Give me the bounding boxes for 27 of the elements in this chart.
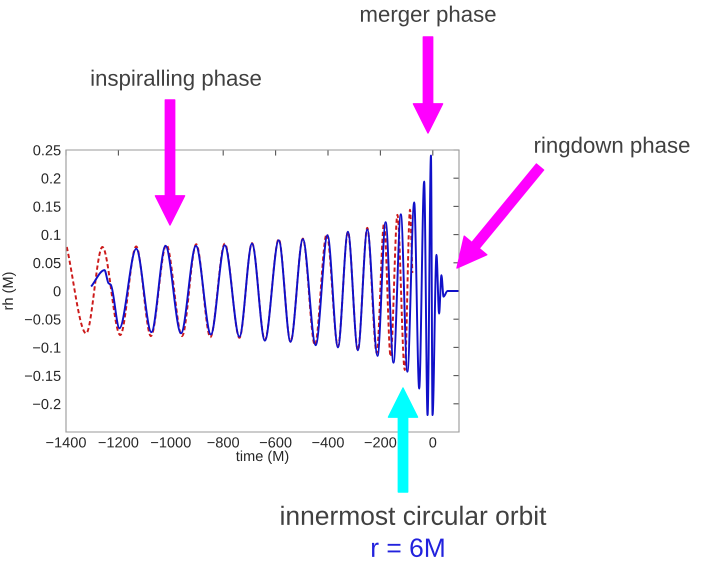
x-tick-label: −1200 [98, 437, 138, 448]
x-tick-label: −1000 [151, 437, 191, 448]
x-tick-label: −800 [207, 437, 240, 448]
y-tick-label: 0.15 [33, 202, 61, 212]
y-tick-label: 0.05 [33, 258, 61, 268]
text: inspiralling phase [92, 70, 261, 90]
line-series [66, 208, 414, 371]
text: innermost circular orbit [281, 506, 546, 526]
x-tick-label: −400 [312, 437, 344, 448]
y-tick-label: 0.25 [33, 145, 61, 156]
text: merger phase [360, 6, 496, 26]
x-tick-label: 0 [429, 437, 436, 448]
x-tick-label: −200 [364, 437, 396, 448]
y-tick-label: −0.1 [33, 342, 60, 353]
x-axis-title: time (M) [236, 450, 288, 464]
y-tick-label: −0.05 [24, 314, 61, 325]
y-axis-title: rh (M) [2, 272, 16, 310]
y-tick-label: −0.2 [33, 398, 60, 410]
x-tick-label: −600 [260, 437, 292, 448]
x-tick-label: −1400 [46, 437, 86, 448]
text: r = 6M [372, 538, 444, 558]
text: ringdown phase [535, 136, 690, 158]
y-tick-label: −0.15 [24, 370, 61, 382]
y-tick-label: 0 [54, 286, 61, 296]
line-series [90, 154, 459, 416]
y-tick-label: 0.2 [41, 173, 60, 184]
y-tick-label: 0.1 [41, 230, 60, 240]
